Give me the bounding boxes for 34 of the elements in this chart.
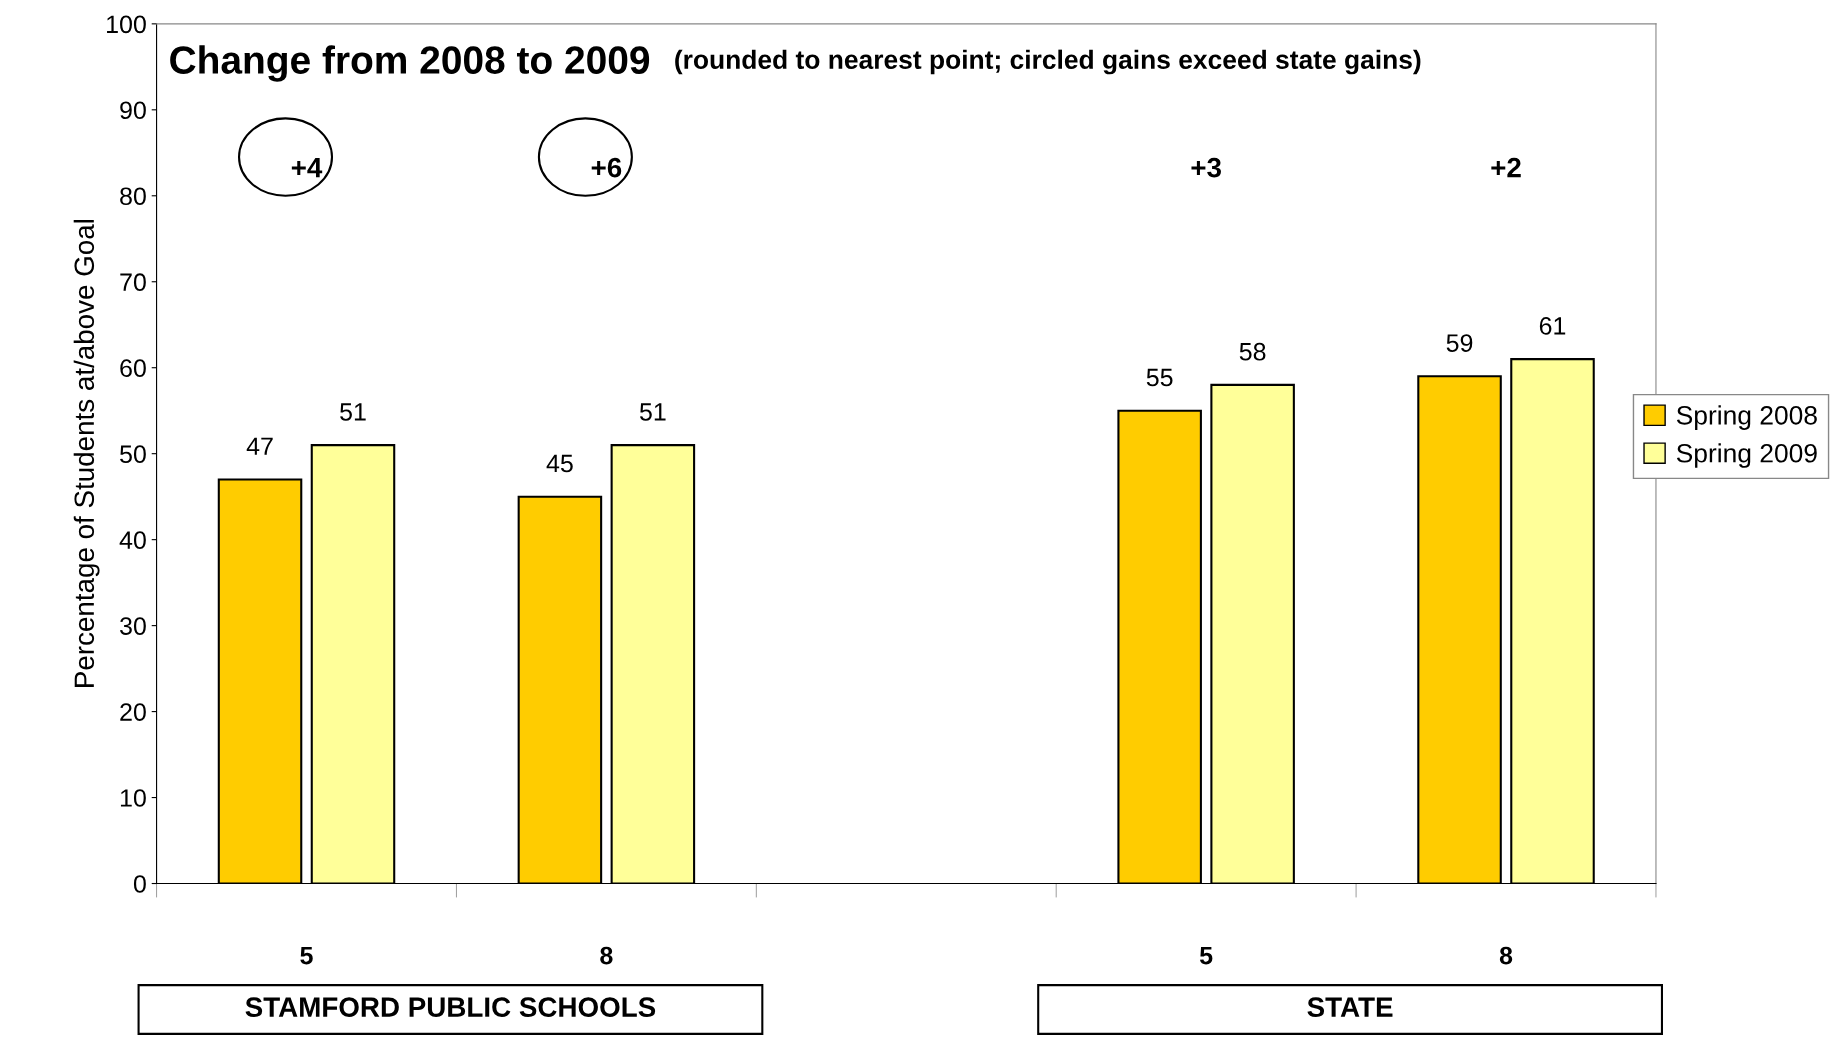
data-label: 59	[1446, 334, 1473, 352]
y-tick-label: 90	[120, 101, 146, 120]
data-label: 58	[1239, 342, 1266, 361]
x-tick-label: 8	[600, 946, 613, 965]
y-axis-title: Percentage of Students at/above Goal	[73, 220, 100, 687]
data-label: 61	[1539, 317, 1566, 335]
annotation: +2	[1491, 157, 1521, 178]
data-label: 47	[246, 437, 273, 455]
data-label: 51	[340, 403, 366, 421]
y-tick-label: 0	[133, 875, 146, 893]
y-tick-label: 60	[120, 359, 146, 378]
text: STATE	[1307, 997, 1393, 1017]
data-label: 45	[546, 454, 573, 473]
legend-label: Spring 2009	[1676, 443, 1817, 468]
x-tick-label: 5	[300, 946, 313, 965]
y-tick-label: 20	[120, 703, 146, 721]
annotation: +6	[591, 157, 622, 178]
x-tick-label: 8	[1499, 946, 1513, 965]
data-label: 55	[1146, 368, 1173, 387]
data-label: 51	[639, 403, 666, 421]
text: Change from 2008 to 2009	[170, 45, 650, 82]
y-tick-label: 50	[120, 445, 146, 463]
y-tick-label: 100	[107, 15, 146, 34]
annotation: +3	[1191, 157, 1221, 178]
y-tick-label: 10	[120, 789, 146, 807]
annotation: +4	[291, 158, 323, 178]
y-tick-label: 80	[120, 187, 146, 206]
text: (rounded to nearest point; circled gains exceed state gains)	[675, 49, 1421, 75]
y-tick-label: 40	[119, 531, 146, 549]
x-tick-label: 5	[1199, 946, 1213, 965]
y-tick-label: 70	[120, 273, 146, 292]
legend-label: Spring 2008	[1676, 405, 1817, 430]
y-tick-label: 30	[120, 617, 146, 635]
text: STAMFORD PUBLIC SCHOOLS	[245, 997, 656, 1017]
